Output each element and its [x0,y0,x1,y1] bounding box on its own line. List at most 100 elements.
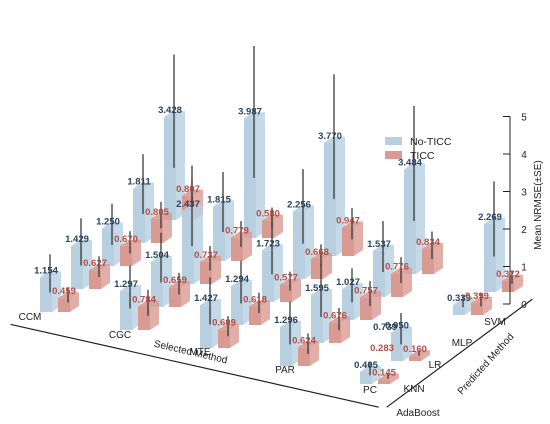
bar-ticc-adaboost-ccm-side [70,292,79,312]
y-axis-line [386,298,533,408]
bar-ticc-knn-par [329,307,350,343]
bar-ticc-lr-par [360,281,381,320]
bar-no-ticc-knn-cgc-front [151,261,163,307]
x-tick-label-par: PAR [275,365,295,376]
bar-ticc-adaboost-ccm-front [58,298,70,312]
bar-no-ticc-knn-pc [391,312,412,361]
bar-no-ticc-adaboost-par [280,301,301,366]
value-label-ticc-adaboost-ccm: 0.459 [52,286,76,297]
bar-ticc-adaboost-cgc-side [150,300,159,330]
x-tick-label-ccm: CCM [19,312,42,323]
bar-ticc-mlp-par-side [403,267,412,297]
value-label-extra-ticc: 0.283 [370,343,394,354]
bar-ticc-knn-mte [249,292,270,325]
bar-ticc-svm-mte-side [354,221,363,256]
value-label-no-ticc-adaboost-pc: 0.405 [354,360,378,371]
value-label-no-ticc-mlp-mte: 2.256 [287,199,311,210]
bar-no-ticc-svm-ccm-front [164,117,176,220]
x-tick-label-cgc: CGC [109,330,131,341]
value-label-ticc-svm-mte: 0.947 [336,216,360,227]
bar-ticc-lr-mte-front [280,284,292,302]
z-axis-title: Mean NRMSE(±SE) [533,160,544,249]
bar-ticc-svm-mte-front [342,227,354,256]
bar-no-ticc-mlp-mte-front [293,211,305,279]
y-tick-label-svm: SVM [484,317,506,328]
bar-no-ticc-knn-par [311,264,332,343]
bar-ticc-mlp-mte-front [311,258,323,279]
bar-ticc-adaboost-cgc-front [138,306,150,330]
value-label-ticc-mlp-ccm: 0.805 [145,207,169,218]
bar-ticc-knn-ccm [89,256,110,289]
value-label-no-ticc-svm-pc: 2.269 [478,212,502,223]
bar-ticc-svm-pc-front [502,280,514,292]
bar-no-ticc-mlp-cgc-front [213,206,225,261]
value-label-ticc-lr-par: 0.757 [354,285,378,296]
value-label-ticc-mlp-par: 0.776 [385,262,409,273]
value-label-ticc-mlp-pc: 0.399 [465,291,489,302]
value-label-ticc-mlp-cgc: 0.779 [225,226,249,237]
bar-no-ticc-knn-mte [231,260,252,325]
value-label-no-ticc-adaboost-ccm: 1.154 [34,265,58,276]
value-label-no-ticc-knn-ccm: 1.429 [65,234,89,245]
bar-ticc-adaboost-par [298,333,319,366]
bar-ticc-svm-par [422,231,443,274]
bar-no-ticc-svm-cgc-side [256,112,265,238]
bar-ticc-knn-cgc-front [169,287,181,307]
value-label-no-ticc-adaboost-mte: 1.427 [194,293,218,304]
bar-ticc-mlp-ccm [151,201,172,243]
bar-ticc-lr-mte [280,271,301,302]
value-label-ticc-svm-par: 0.834 [416,237,440,248]
z-tick-label: 5 [521,113,527,124]
bar-no-ticc-adaboost-ccm-front [40,277,52,312]
bar-no-ticc-adaboost-mte [200,277,221,348]
value-label-extra-no-ticc: 0.739 [373,322,397,333]
bar-ticc-knn-par-side [341,316,350,343]
bar-ticc-adaboost-cgc [138,289,159,330]
z-tick-label: 3 [521,188,527,199]
value-label-ticc-svm-cgc: 0.580 [256,209,280,220]
bar-no-ticc-svm-ccm-side [176,111,185,220]
bar-no-ticc-svm-mte-side [336,136,345,256]
value-label-no-ticc-mlp-par: 1.537 [367,239,391,250]
bar-no-ticc-svm-ccm [164,54,185,220]
bar-ticc-knn-cgc-side [181,281,190,307]
bar-ticc-knn-ccm-side [101,264,110,289]
value-label-ticc-adaboost-pc: 0.145 [372,368,396,379]
bar-ticc-lr-ccm [120,231,141,266]
bar-ticc-mlp-cgc-front [231,237,243,261]
bar-no-ticc-lr-cgc-front [182,210,194,284]
value-label-layer: 3.428 0.807 3.987 0.580 3.770 0.947 3.484 0.834… [34,105,520,378]
bar-no-ticc-mlp-cgc [213,171,234,261]
bar-ticc-svm-cgc-side [274,214,283,238]
bar-no-ticc-mlp-pc-front [453,304,465,315]
value-label-no-ticc-mlp-ccm: 1.811 [127,177,151,188]
legend: No-TICC TICC [385,136,452,162]
bar-no-ticc-svm-pc-side [496,217,505,292]
bar-no-ticc-svm-mte-front [324,142,336,256]
bar-ticc-adaboost-mte-front [218,329,230,348]
value-label-ticc-knn-par: 0.676 [323,311,347,322]
bar-ticc-mlp-ccm-front [151,218,163,243]
bar-ticc-mlp-cgc [231,221,252,261]
bar-no-ticc-mlp-ccm-front [133,188,145,243]
bar-layer [40,46,523,384]
bar-ticc-mlp-cgc-side [243,231,252,261]
bar-no-ticc-lr-ccm-front [102,228,114,266]
bar-ticc-adaboost-pc [378,373,399,384]
y-tick-label-lr: LR [429,360,442,371]
bar-ticc-mlp-pc [471,293,492,315]
bar-no-ticc-knn-ccm-front [71,246,83,289]
legend-swatch-no-ticc [385,137,402,145]
value-label-no-ticc-adaboost-par: 1.296 [274,315,298,326]
x-axis-line [10,323,379,408]
x-tick-label-pc: PC [363,385,377,396]
bar-no-ticc-adaboost-mte-front [200,305,212,348]
value-label-ticc-lr-mte: 0.577 [274,273,298,284]
bar-no-ticc-adaboost-ccm [40,254,61,312]
bar-ticc-lr-par-front [360,297,372,320]
bar-ticc-knn-mte-side [261,300,270,325]
bar-ticc-knn-pc [409,350,430,361]
bar-no-ticc-adaboost-pc-front [360,371,372,384]
bar-ticc-mlp-mte-side [323,252,332,279]
bar-ticc-svm-cgc-front [262,220,274,238]
